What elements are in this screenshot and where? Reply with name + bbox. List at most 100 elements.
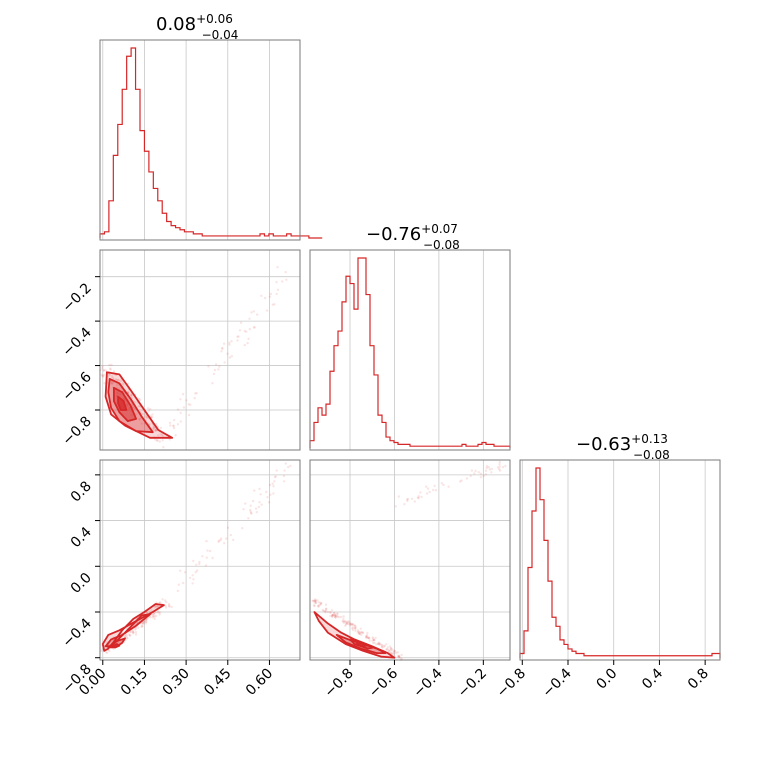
- sample-point: [328, 611, 332, 614]
- sample-point: [484, 473, 487, 476]
- sample-point: [191, 582, 194, 585]
- sample-point: [250, 311, 253, 314]
- sample-point: [147, 407, 150, 410]
- sample-point: [498, 460, 501, 464]
- sample-point: [336, 613, 339, 616]
- sample-point: [367, 636, 371, 639]
- sample-point: [331, 615, 334, 618]
- sample-point: [473, 472, 476, 475]
- sample-point: [366, 636, 370, 640]
- sample-point: [176, 408, 180, 411]
- sample-point: [182, 406, 186, 409]
- sample-point: [226, 526, 230, 529]
- sample-point: [153, 617, 156, 621]
- sample-point: [346, 622, 349, 625]
- sample-point: [333, 614, 337, 617]
- sample-point: [396, 651, 399, 654]
- sample-point: [314, 600, 317, 603]
- sample-point: [316, 599, 319, 602]
- sample-point: [359, 631, 363, 634]
- sample-point: [434, 489, 438, 492]
- sample-point: [109, 382, 113, 385]
- sample-point: [348, 621, 352, 625]
- sample-point: [329, 611, 332, 614]
- sample-point: [108, 367, 112, 370]
- sample-point: [314, 601, 318, 605]
- sample-point: [205, 556, 208, 559]
- panel-frame-1-0: [99, 249, 301, 451]
- sample-point: [222, 342, 226, 345]
- panel-frame-2-0: [99, 459, 301, 661]
- sample-point: [201, 555, 204, 558]
- sample-point: [482, 474, 485, 478]
- sample-point: [159, 601, 162, 604]
- sample-point: [284, 462, 287, 465]
- sample-point: [154, 429, 157, 432]
- sample-point: [314, 598, 317, 601]
- sample-point: [266, 496, 269, 499]
- sample-point: [356, 629, 360, 632]
- sample-point: [285, 278, 288, 281]
- sample-point: [333, 615, 337, 618]
- sample-point: [176, 589, 180, 593]
- sample-point: [110, 375, 114, 378]
- sample-point: [381, 646, 384, 649]
- sample-point: [258, 487, 261, 491]
- sample-point: [373, 641, 376, 645]
- sample-point: [104, 651, 108, 654]
- sample-point: [217, 368, 220, 371]
- sample-point: [419, 491, 422, 494]
- param-title-2: −0.63+0.13: [576, 432, 668, 455]
- sample-point: [128, 634, 132, 637]
- sample-point: [383, 645, 386, 648]
- sample-point: [143, 620, 146, 624]
- sample-point: [228, 343, 231, 346]
- sample-point: [176, 423, 180, 426]
- sample-point: [317, 605, 320, 608]
- sample-point: [253, 326, 256, 329]
- sample-point: [498, 465, 501, 468]
- sample-point: [127, 391, 130, 394]
- sample-point: [129, 630, 132, 634]
- sample-point: [373, 638, 376, 642]
- sample-point: [397, 655, 401, 659]
- sample-point: [428, 490, 431, 494]
- sample-point: [368, 639, 371, 642]
- sample-point: [417, 496, 420, 500]
- sample-point: [365, 635, 368, 638]
- sample-point: [149, 408, 152, 411]
- sample-point: [313, 604, 316, 608]
- sample-point: [236, 335, 239, 338]
- sample-point: [211, 382, 214, 385]
- sample-point: [108, 373, 111, 377]
- sample-point: [249, 510, 252, 513]
- sample-point: [354, 625, 357, 628]
- sample-point: [144, 622, 148, 625]
- sample-point: [331, 613, 334, 617]
- sample-point: [324, 603, 328, 606]
- sample-point: [374, 636, 377, 640]
- sample-point: [101, 374, 104, 378]
- panel-frame-1-1: [309, 249, 511, 451]
- sample-point: [245, 330, 248, 333]
- sample-point: [385, 648, 389, 651]
- sample-point: [381, 644, 384, 647]
- sample-point: [232, 538, 235, 542]
- sample-point: [416, 496, 420, 499]
- sample-point: [145, 416, 148, 419]
- sample-point: [313, 601, 316, 604]
- sample-point: [336, 612, 339, 615]
- sample-point: [158, 611, 162, 614]
- sample-point: [334, 616, 337, 619]
- sample-point: [360, 631, 363, 634]
- sample-point: [329, 614, 332, 618]
- sample-point: [144, 415, 148, 418]
- sample-point: [255, 511, 258, 514]
- sample-point: [377, 642, 380, 645]
- sample-point: [243, 343, 246, 347]
- sample-point: [389, 648, 392, 652]
- sample-point: [287, 465, 290, 469]
- sample-point: [268, 483, 272, 487]
- sample-point: [124, 635, 127, 638]
- sample-point: [164, 599, 167, 602]
